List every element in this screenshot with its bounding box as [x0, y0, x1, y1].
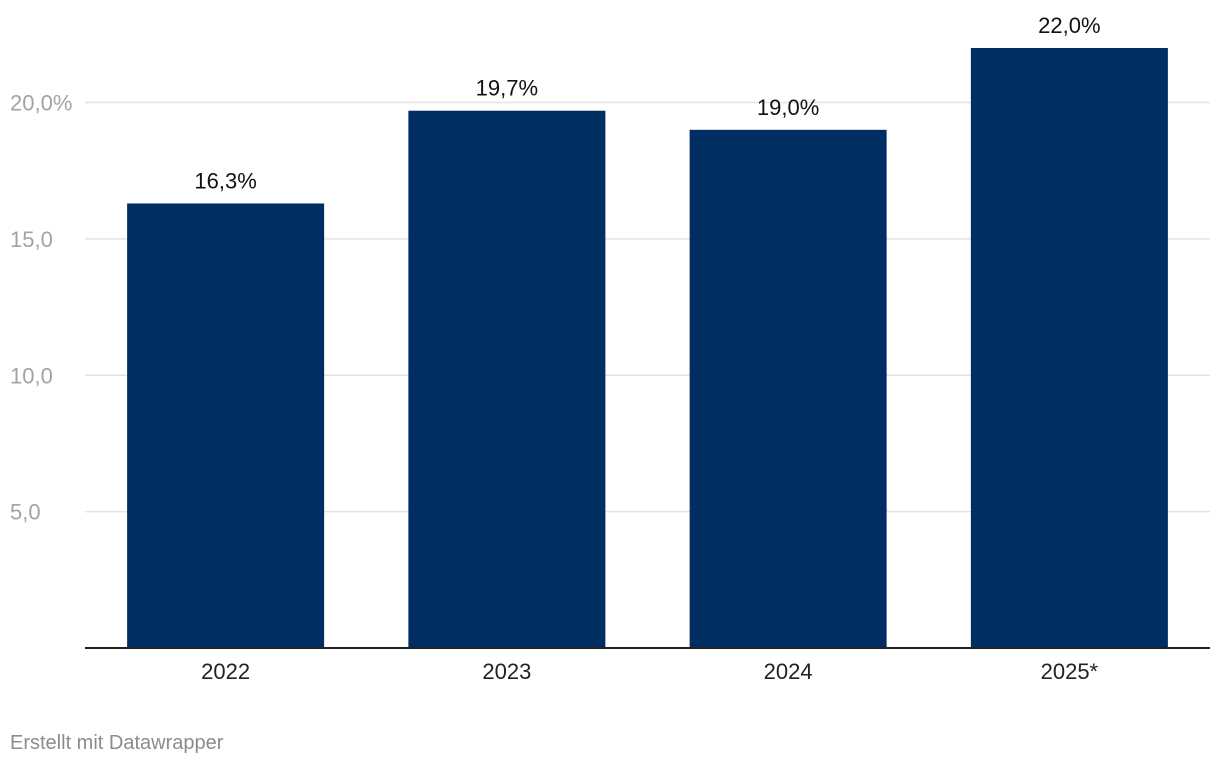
x-tick-label: 2022 [201, 659, 250, 684]
x-tick-label: 2024 [764, 659, 813, 684]
y-axis-ticks: 5,0 10,0 15,0 20,0% [10, 91, 72, 525]
bar-2025 [970, 48, 1168, 648]
bar-2022 [127, 203, 325, 649]
x-axis-ticks: 2022 2023 2024 2025* [201, 659, 1098, 684]
data-label: 22,0% [1038, 13, 1100, 38]
credit-text: Erstellt mit Datawrapper [10, 732, 224, 754]
y-tick-label: 10,0 [10, 363, 53, 388]
data-label: 16,3% [194, 168, 256, 193]
x-tick-label: 2023 [482, 659, 531, 684]
data-labels: 16,3% 19,7% 19,0% 22,0% [194, 13, 1100, 193]
x-tick-label: 2025* [1041, 659, 1099, 684]
bar-2024 [689, 129, 887, 648]
y-tick-label: 20,0% [10, 91, 72, 116]
data-label: 19,0% [757, 95, 819, 120]
data-label: 19,7% [476, 76, 538, 101]
y-tick-label: 15,0 [10, 227, 53, 252]
bar-chart: 5,0 10,0 15,0 20,0% 16,3% 19,7% 19,0% 22,0% 20… [10, 13, 1210, 684]
bars [127, 48, 1168, 649]
bar-2023 [408, 110, 606, 648]
y-tick-label: 5,0 [10, 500, 41, 525]
